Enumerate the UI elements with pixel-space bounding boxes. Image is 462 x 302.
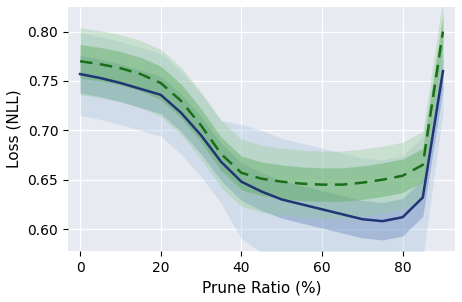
X-axis label: Prune Ratio (%): Prune Ratio (%) [202, 280, 321, 295]
Y-axis label: Loss (NLL): Loss (NLL) [7, 90, 22, 168]
